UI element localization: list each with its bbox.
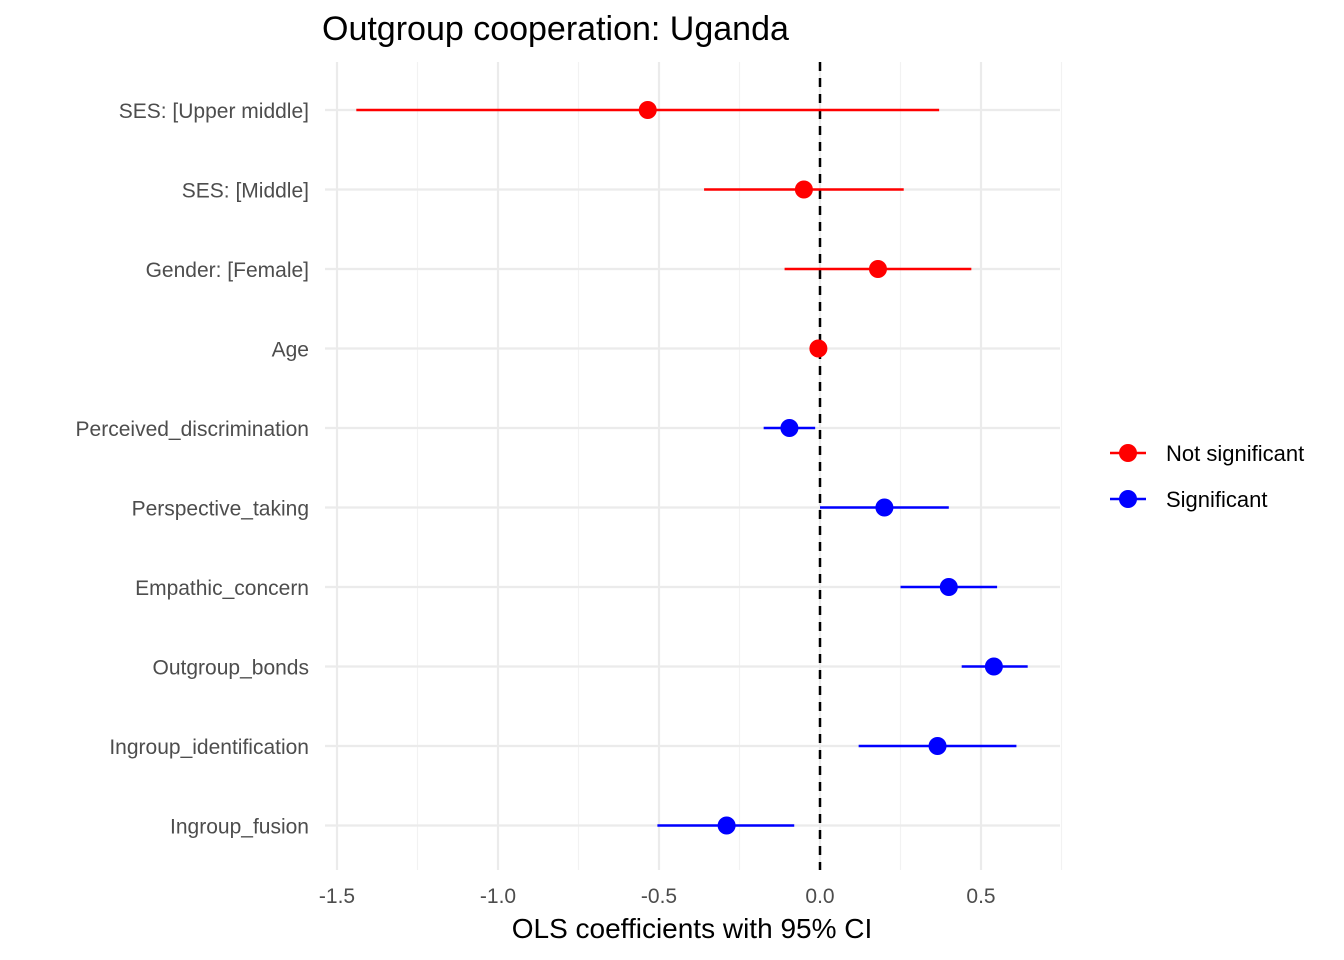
x-tick-label: -1.5 bbox=[319, 885, 355, 908]
grid bbox=[325, 62, 1063, 870]
x-axis-title: OLS coefficients with 95% CI bbox=[512, 913, 873, 944]
coefficient-series bbox=[356, 101, 1028, 835]
legend-label: Significant bbox=[1166, 487, 1268, 512]
x-axis-labels: -1.5 -1.0 -0.5 0.0 0.5 bbox=[319, 885, 996, 908]
y-tick-label: Empathic_concern bbox=[135, 577, 309, 600]
y-tick-label: Perceived_discrimination bbox=[76, 418, 309, 441]
y-tick-label: Perspective_taking bbox=[132, 498, 309, 521]
y-tick-label: Outgroup_bonds bbox=[153, 657, 309, 680]
y-tick-label: Age bbox=[272, 339, 309, 362]
estimate-point bbox=[638, 101, 657, 119]
estimate-point bbox=[928, 737, 947, 755]
x-tick-label: 0.0 bbox=[805, 885, 834, 908]
x-tick-label: -0.5 bbox=[641, 885, 677, 908]
estimate-point bbox=[939, 578, 958, 596]
legend-key-point bbox=[1119, 490, 1137, 508]
y-axis-labels: SES: [Upper middle] SES: [Middle] Gender: … bbox=[76, 100, 309, 839]
chart-title: Outgroup cooperation: Uganda bbox=[322, 10, 789, 48]
estimate-point bbox=[868, 260, 887, 278]
estimate-point bbox=[717, 816, 736, 835]
estimate-point bbox=[780, 419, 799, 437]
y-tick-label: Ingroup_identification bbox=[109, 736, 309, 759]
estimate-point bbox=[875, 498, 894, 517]
estimate-point bbox=[984, 657, 1003, 676]
x-tick-label: -1.0 bbox=[480, 885, 516, 908]
legend-label: Not significant bbox=[1166, 441, 1304, 466]
estimate-point bbox=[809, 339, 828, 358]
y-tick-label: Ingroup_fusion bbox=[170, 816, 309, 839]
legend: Not significant Significant bbox=[1110, 441, 1304, 512]
y-tick-label: SES: [Middle] bbox=[182, 180, 309, 203]
y-tick-label: Gender: [Female] bbox=[146, 259, 309, 282]
legend-key-point bbox=[1119, 444, 1137, 462]
x-tick-label: 0.5 bbox=[966, 885, 995, 908]
y-tick-label: SES: [Upper middle] bbox=[119, 100, 309, 123]
estimate-point bbox=[794, 180, 813, 199]
